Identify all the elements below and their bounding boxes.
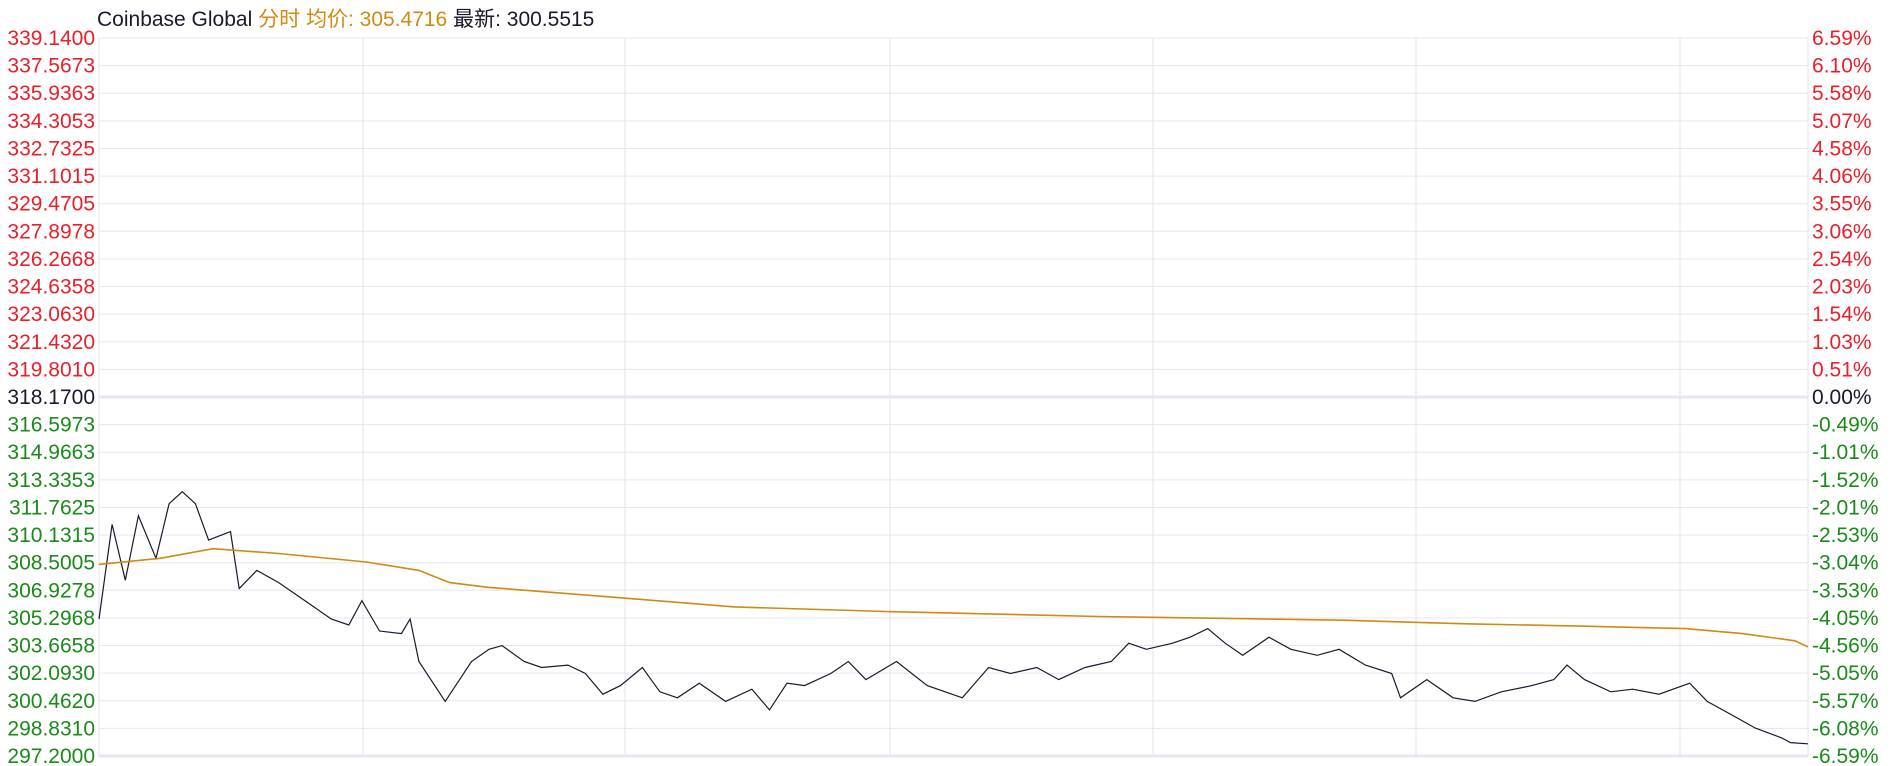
y-tick-left: 318.1700 — [7, 386, 95, 409]
y-tick-left: 297.2000 — [7, 745, 95, 766]
y-tick-right: -4.05% — [1812, 607, 1879, 630]
y-tick-right: -6.59% — [1812, 745, 1879, 766]
last-label: 最新: — [453, 8, 501, 31]
y-tick-left: 324.6358 — [7, 276, 95, 299]
y-tick-left: 339.1400 — [7, 27, 95, 50]
y-tick-left: 308.5005 — [7, 552, 95, 575]
y-tick-right: -4.56% — [1812, 635, 1879, 658]
y-tick-left: 313.3353 — [7, 469, 95, 492]
y-tick-left: 310.1315 — [7, 524, 95, 547]
y-tick-right: 0.00% — [1812, 386, 1872, 409]
y-tick-right: 1.54% — [1812, 303, 1872, 326]
y-tick-right: -1.52% — [1812, 469, 1879, 492]
y-tick-right: 2.54% — [1812, 248, 1872, 271]
y-tick-right: -2.53% — [1812, 524, 1879, 547]
y-tick-right: 2.03% — [1812, 276, 1872, 299]
y-tick-right: 5.07% — [1812, 110, 1872, 133]
avg-label: 均价: — [305, 8, 354, 31]
y-tick-left: 326.2668 — [7, 248, 95, 271]
y-tick-right: -5.57% — [1812, 690, 1879, 713]
y-tick-left: 302.0930 — [7, 662, 95, 685]
y-tick-right: -0.49% — [1812, 414, 1879, 437]
y-tick-left: 323.0630 — [7, 303, 95, 326]
y-tick-left: 303.6658 — [7, 635, 95, 658]
mode-label: 分时 — [258, 8, 301, 31]
y-tick-right: 1.03% — [1812, 331, 1872, 354]
y-tick-left: 311.7625 — [9, 496, 95, 519]
y-tick-left: 335.9363 — [7, 82, 95, 105]
y-tick-left: 305.2968 — [7, 607, 95, 630]
y-tick-right: 4.06% — [1812, 165, 1872, 188]
y-tick-right: 3.06% — [1812, 220, 1872, 243]
chart-title: Coinbase Global 分时 均价: 305.4716 最新: 300.… — [97, 3, 594, 33]
y-tick-left: 321.4320 — [7, 331, 95, 354]
y-tick-left: 300.4620 — [7, 690, 95, 713]
y-tick-left: 314.9663 — [7, 441, 95, 464]
y-tick-left: 332.7325 — [7, 137, 95, 160]
y-tick-right: 0.51% — [1812, 358, 1872, 381]
y-tick-left: 316.5973 — [7, 414, 95, 437]
y-tick-right: 3.55% — [1812, 193, 1872, 216]
y-tick-right: -5.05% — [1812, 662, 1879, 685]
y-tick-left: 306.9278 — [7, 579, 95, 602]
y-tick-right: -2.01% — [1812, 496, 1879, 519]
avg-value: 305.4716 — [359, 8, 448, 31]
y-tick-right: 5.58% — [1812, 82, 1872, 105]
y-tick-left: 327.8978 — [7, 220, 95, 243]
stock-name: Coinbase Global — [97, 8, 253, 31]
y-tick-right: 4.58% — [1812, 137, 1872, 160]
y-tick-left: 319.8010 — [7, 358, 95, 381]
y-tick-right: 6.59% — [1812, 27, 1872, 50]
y-tick-left: 329.4705 — [7, 193, 95, 216]
y-tick-left: 337.5673 — [7, 55, 95, 78]
last-value: 300.5515 — [506, 8, 595, 31]
y-tick-left: 331.1015 — [7, 165, 95, 188]
price-line — [98, 490, 1809, 745]
y-tick-right: -1.01% — [1812, 441, 1879, 464]
y-tick-right: -3.04% — [1812, 552, 1879, 575]
y-tick-left: 298.8310 — [7, 717, 95, 740]
y-tick-right: 6.10% — [1812, 55, 1872, 78]
y-tick-right: -3.53% — [1812, 579, 1879, 602]
y-tick-right: -6.08% — [1812, 717, 1879, 740]
y-tick-left: 334.3053 — [7, 110, 95, 133]
average-price-line — [98, 547, 1809, 648]
